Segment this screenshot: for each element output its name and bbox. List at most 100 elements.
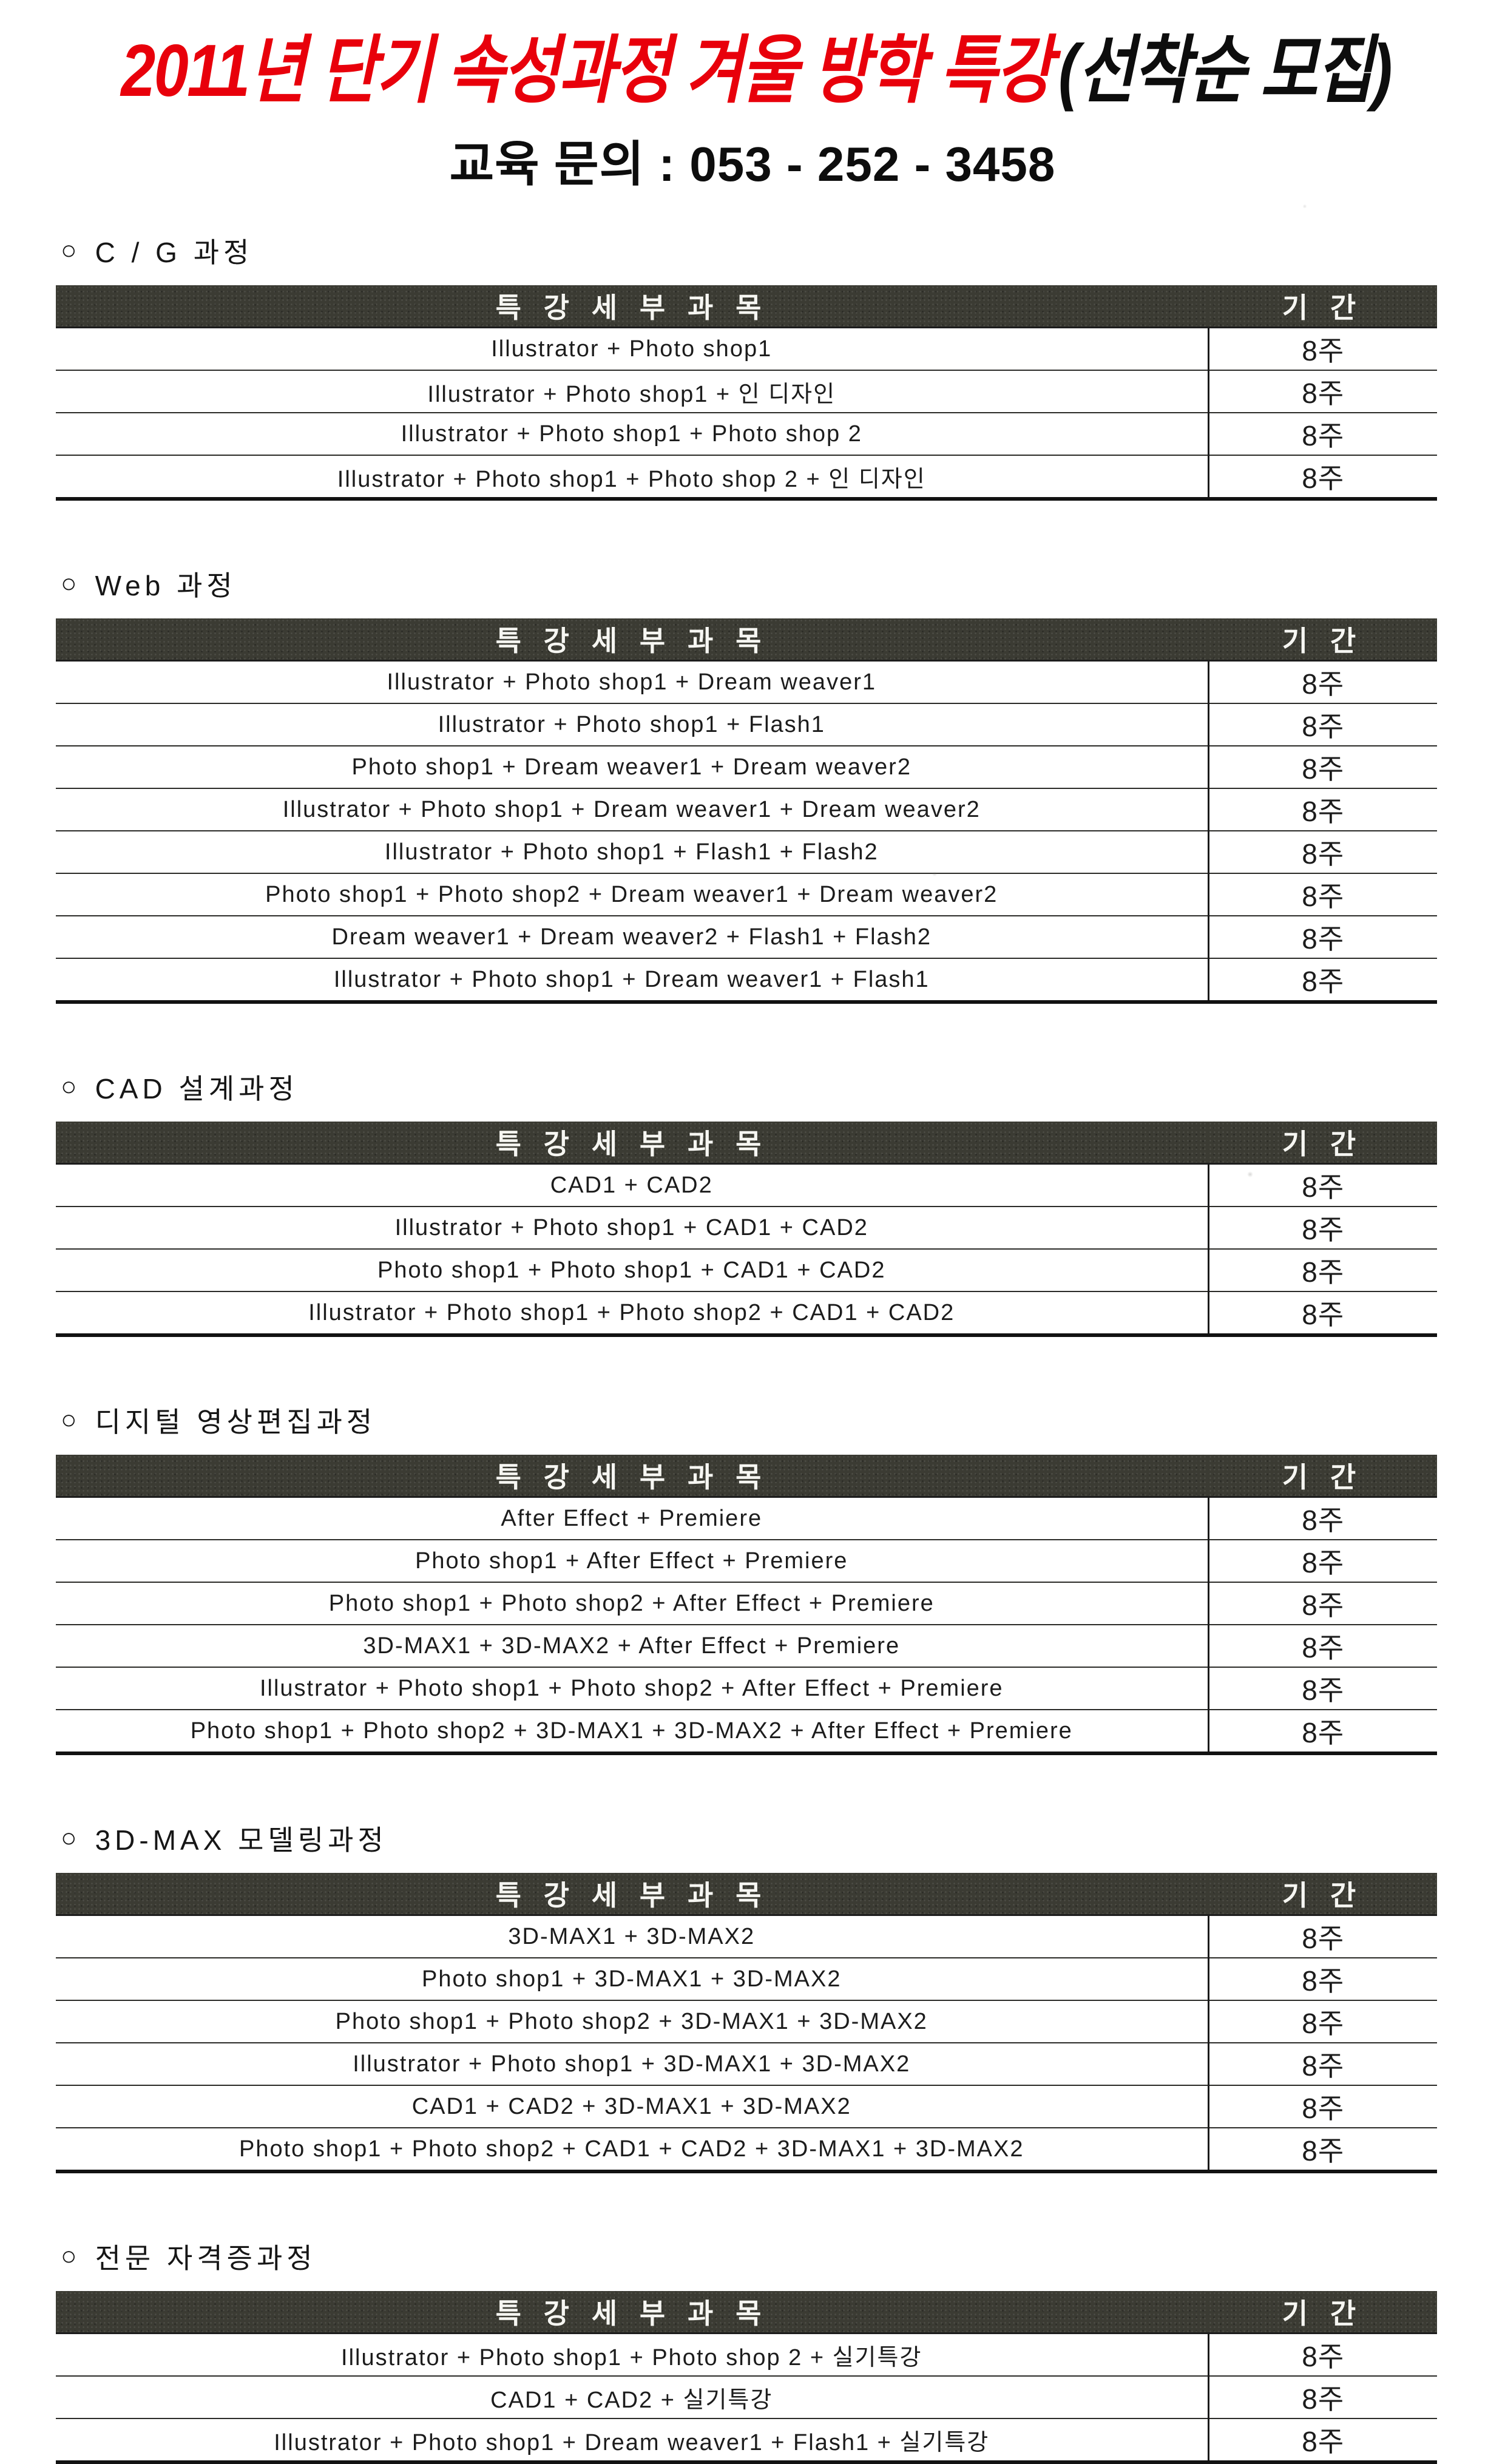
section-heading: ○ CAD 설계과정: [61, 1067, 1437, 1107]
table-row: Photo shop1 + Photo shop2 + 3D-MAX1 + 3D…: [56, 1710, 1437, 1756]
subject-cell: Illustrator + Photo shop1 + Photo shop2 …: [56, 1291, 1208, 1338]
duration-cell: 8주: [1207, 370, 1437, 414]
course-table: 특 강 세 부 과 목 기 간 CAD1 + CAD2 8주 Illustrat…: [56, 1122, 1437, 1338]
table-header-row: 특 강 세 부 과 목 기 간: [56, 618, 1437, 662]
duration-cell: 8주: [1207, 788, 1437, 832]
duration-cell: 8주: [1207, 1497, 1437, 1541]
duration-cell: 8주: [1207, 831, 1437, 875]
course-section: ○ 디지털 영상편집과정 특 강 세 부 과 목 기 간 After Effec…: [56, 1400, 1437, 1756]
table-header-subject: 특 강 세 부 과 목: [56, 1455, 1208, 1498]
table-row: Illustrator + Photo shop1 + CAD1 + CAD2 …: [56, 1207, 1437, 1250]
duration-cell: 8주: [1207, 1163, 1437, 1208]
table-row: Illustrator + Photo shop1 + Photo shop2 …: [56, 1667, 1437, 1711]
duration-cell: 8주: [1207, 2000, 1437, 2044]
table-row: Photo shop1 + Photo shop2 + CAD1 + CAD2 …: [56, 2128, 1437, 2174]
table-header-row: 특 강 세 부 과 목 기 간: [56, 1122, 1437, 1165]
duration-cell: 8주: [1207, 703, 1437, 747]
table-row: Illustrator + Photo shop1 + 인 디자인 8주: [56, 370, 1437, 414]
table-row: Illustrator + Photo shop1 + Photo shop2 …: [56, 1291, 1437, 1338]
subject-cell: CAD1 + CAD2 + 3D-MAX1 + 3D-MAX2: [56, 2085, 1208, 2129]
section-title: 디지털 영상편집과정: [95, 1406, 377, 1438]
duration-cell: 8주: [1207, 958, 1437, 1004]
subject-cell: Photo shop1 + Photo shop2 + 3D-MAX1 + 3D…: [56, 1710, 1208, 1756]
duration-cell: 8주: [1207, 873, 1437, 917]
section-title: C / G 과정: [95, 237, 254, 269]
course-table: 특 강 세 부 과 목 기 간 After Effect + Premiere …: [56, 1455, 1437, 1756]
circle-bullet-icon: ○: [61, 2241, 77, 2272]
table-header-row: 특 강 세 부 과 목 기 간: [56, 1873, 1437, 1917]
course-section: ○ Web 과정 특 강 세 부 과 목 기 간 Illustrator + P…: [56, 564, 1437, 1004]
duration-cell: 8주: [1207, 2376, 1437, 2420]
course-sections: ○ C / G 과정 특 강 세 부 과 목 기 간 Illustrator +…: [0, 231, 1505, 2464]
section-title: 3D-MAX 모델링과정: [95, 1824, 388, 1856]
section-heading: ○ Web 과정: [61, 564, 1437, 604]
subject-cell: Illustrator + Photo shop1 + Dream weaver…: [56, 958, 1208, 1004]
page-title: 2011년 단기 속성과정 겨울 방학 특강(선착순 모집): [0, 32, 1505, 109]
subject-cell: Photo shop1 + Photo shop1 + CAD1 + CAD2: [56, 1249, 1208, 1293]
section-title: CAD 설계과정: [95, 1073, 299, 1105]
subject-cell: Illustrator + Photo shop1 + Dream weaver…: [56, 788, 1208, 832]
course-section: ○ CAD 설계과정 특 강 세 부 과 목 기 간 CAD1 + CAD2 8…: [56, 1067, 1437, 1338]
subject-cell: Illustrator + Photo shop1 + Flash1: [56, 703, 1208, 747]
duration-cell: 8주: [1207, 2085, 1437, 2129]
subject-cell: Photo shop1 + 3D-MAX1 + 3D-MAX2: [56, 1958, 1208, 2002]
duration-cell: 8주: [1207, 2333, 1437, 2377]
subject-cell: CAD1 + CAD2: [56, 1163, 1208, 1208]
table-row: Illustrator + Photo shop1 + 3D-MAX1 + 3D…: [56, 2043, 1437, 2087]
table-row: Photo shop1 + 3D-MAX1 + 3D-MAX2 8주: [56, 1958, 1437, 2002]
subject-cell: Illustrator + Photo shop1 + Photo shop2 …: [56, 1667, 1208, 1711]
duration-cell: 8주: [1207, 916, 1437, 960]
duration-cell: 8주: [1207, 1582, 1437, 1626]
table-row: Illustrator + Photo shop1 + Flash1 + Fla…: [56, 831, 1437, 875]
table-header-subject: 특 강 세 부 과 목: [56, 285, 1208, 329]
table-header-row: 특 강 세 부 과 목 기 간: [56, 2291, 1437, 2335]
subject-cell: Illustrator + Photo shop1: [56, 327, 1208, 371]
table-row: Photo shop1 + Photo shop2 + 3D-MAX1 + 3D…: [56, 2000, 1437, 2044]
table-header-row: 특 강 세 부 과 목 기 간: [56, 1455, 1437, 1498]
table-row: Photo shop1 + Photo shop2 + After Effect…: [56, 1582, 1437, 1626]
table-row: Photo shop1 + Photo shop1 + CAD1 + CAD2 …: [56, 1249, 1437, 1293]
circle-bullet-icon: ○: [61, 569, 77, 599]
duration-cell: 8주: [1207, 1667, 1437, 1711]
course-section: ○ 3D-MAX 모델링과정 특 강 세 부 과 목 기 간 3D-MAX1 +…: [56, 1818, 1437, 2174]
duration-cell: 8주: [1207, 2043, 1437, 2087]
duration-cell: 8주: [1207, 327, 1437, 371]
table-row: Illustrator + Photo shop1 + Photo shop 2…: [56, 413, 1437, 456]
subject-cell: Photo shop1 + Photo shop2 + 3D-MAX1 + 3D…: [56, 2000, 1208, 2044]
table-header-duration: 기 간: [1208, 1122, 1437, 1165]
table-row: Dream weaver1 + Dream weaver2 + Flash1 +…: [56, 916, 1437, 960]
course-table: 특 강 세 부 과 목 기 간 Illustrator + Photo shop…: [56, 285, 1437, 501]
duration-cell: 8주: [1207, 1710, 1437, 1756]
table-row: Photo shop1 + Dream weaver1 + Dream weav…: [56, 746, 1437, 790]
table-row: CAD1 + CAD2 8주: [56, 1163, 1437, 1208]
duration-cell: 8주: [1207, 1207, 1437, 1250]
table-header-duration: 기 간: [1208, 1873, 1437, 1917]
duration-cell: 8주: [1207, 1249, 1437, 1293]
duration-cell: 8주: [1207, 455, 1437, 501]
course-table: 특 강 세 부 과 목 기 간 Illustrator + Photo shop…: [56, 618, 1437, 1004]
circle-bullet-icon: ○: [61, 235, 77, 266]
subject-cell: Photo shop1 + Photo shop2 + Dream weaver…: [56, 873, 1208, 917]
duration-cell: 8주: [1207, 1540, 1437, 1583]
subject-cell: Photo shop1 + After Effect + Premiere: [56, 1540, 1208, 1583]
subject-cell: 3D-MAX1 + 3D-MAX2 + After Effect + Premi…: [56, 1625, 1208, 1668]
table-row: After Effect + Premiere 8주: [56, 1497, 1437, 1541]
table-row: CAD1 + CAD2 + 실기특강 8주: [56, 2376, 1437, 2420]
subject-cell: Illustrator + Photo shop1 + Flash1 + Fla…: [56, 831, 1208, 875]
subject-cell: Photo shop1 + Photo shop2 + After Effect…: [56, 1582, 1208, 1626]
table-header-subject: 특 강 세 부 과 목: [56, 1873, 1208, 1917]
table-header-duration: 기 간: [1208, 618, 1437, 662]
subject-cell: Illustrator + Photo shop1 + Photo shop 2: [56, 413, 1208, 456]
table-row: Illustrator + Photo shop1 + Photo shop 2…: [56, 2333, 1437, 2377]
duration-cell: 8주: [1207, 2128, 1437, 2174]
section-title: Web 과정: [95, 570, 237, 602]
duration-cell: 8주: [1207, 413, 1437, 456]
table-row: 3D-MAX1 + 3D-MAX2 8주: [56, 1915, 1437, 1959]
table-header-subject: 특 강 세 부 과 목: [56, 2291, 1208, 2335]
page-title-main: 2011년 단기 속성과정 겨울 방학 특강: [121, 29, 1052, 112]
table-row: Photo shop1 + Photo shop2 + Dream weaver…: [56, 873, 1437, 917]
duration-cell: 8주: [1207, 1625, 1437, 1668]
page-title-note: (선착순 모집): [1058, 29, 1393, 112]
course-section: ○ 전문 자격증과정 특 강 세 부 과 목 기 간 Illustrator +…: [56, 2236, 1437, 2464]
